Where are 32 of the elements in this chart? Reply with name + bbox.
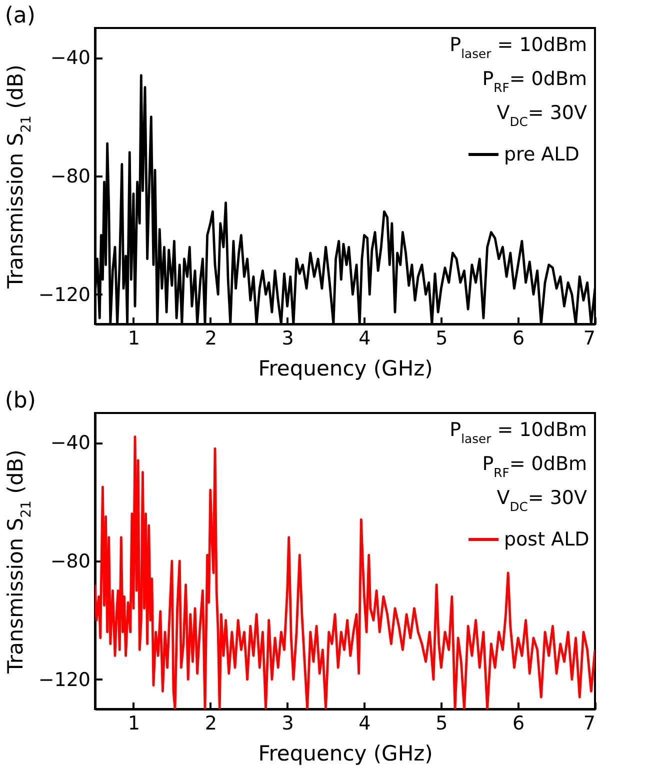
y-tick-label: −80 bbox=[50, 166, 90, 188]
y-tick-label: −120 bbox=[38, 668, 90, 691]
x-tick-label: 2 bbox=[204, 328, 217, 350]
y-tick-label: −40 bbox=[50, 432, 90, 454]
x-tick-label: 3 bbox=[282, 328, 294, 350]
x-tick-label: 5 bbox=[436, 328, 448, 350]
annotation: P$_{laser}$ = 10dBm bbox=[450, 419, 587, 446]
legend-label: pre ALD bbox=[504, 144, 580, 166]
x-tick-label: 4 bbox=[358, 328, 371, 350]
x-tick-label: 7 bbox=[583, 712, 596, 734]
x-tick-label: 1 bbox=[128, 712, 140, 734]
chart-title: (b) bbox=[4, 388, 36, 414]
annotation: P$_{RF}$= 0dBm bbox=[482, 453, 587, 480]
x-tick-label: 1 bbox=[128, 328, 140, 350]
y-tick-label: −120 bbox=[38, 284, 90, 306]
annotation: P$_{laser}$ = 10dBm bbox=[450, 34, 587, 61]
x-tick-label: 6 bbox=[512, 328, 525, 350]
annotation: V$_{DC}$= 30V bbox=[496, 487, 587, 514]
x-axis-title: Frequency (GHz) bbox=[258, 742, 433, 766]
x-tick-label: 4 bbox=[358, 712, 371, 734]
legend-label: post ALD bbox=[504, 528, 590, 550]
annotation: P$_{RF}$= 0dBm bbox=[482, 68, 587, 95]
x-tick-label: 7 bbox=[583, 328, 596, 350]
x-tick-label: 6 bbox=[512, 712, 525, 734]
y-tick-label: −80 bbox=[50, 550, 90, 572]
x-axis-title: Frequency (GHz) bbox=[258, 356, 433, 380]
y-tick-label: −40 bbox=[50, 47, 90, 70]
annotation: V$_{DC}$= 30V bbox=[496, 102, 587, 129]
x-tick-label: 5 bbox=[436, 712, 448, 734]
chart-title: (a) bbox=[4, 3, 36, 28]
x-tick-label: 3 bbox=[282, 712, 294, 734]
x-tick-label: 2 bbox=[204, 712, 217, 734]
